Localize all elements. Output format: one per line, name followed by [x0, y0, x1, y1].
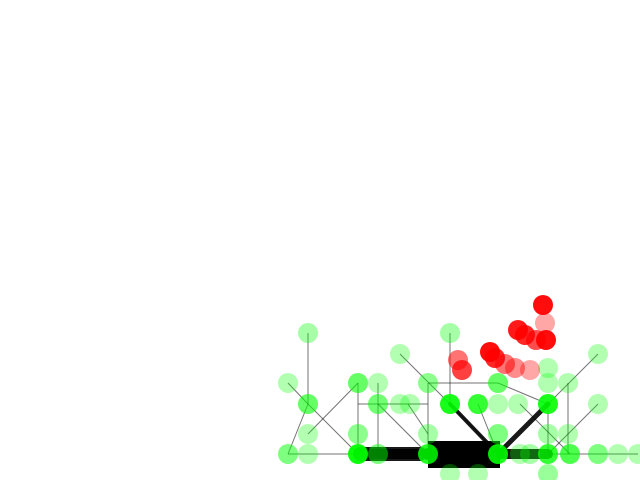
node-circle — [468, 394, 488, 414]
node-circle — [278, 373, 298, 393]
node-circle — [418, 424, 438, 444]
node-circle — [418, 444, 438, 464]
node-circle — [558, 373, 578, 393]
link-segment — [307, 403, 359, 455]
node-circle — [488, 373, 508, 393]
link-segment — [547, 403, 599, 455]
node-circle — [538, 464, 558, 480]
node-circle — [538, 394, 558, 414]
link-segment — [547, 353, 599, 405]
node-circle — [510, 444, 530, 464]
node-circle — [508, 394, 528, 414]
node-layer — [278, 323, 640, 480]
body-block — [428, 441, 500, 468]
node-circle — [440, 464, 460, 480]
node-circle — [298, 323, 318, 343]
particle-circle — [533, 295, 553, 315]
node-circle — [468, 464, 488, 480]
node-circle — [560, 444, 580, 464]
node-circle — [488, 394, 508, 414]
particle-layer — [448, 295, 556, 380]
node-circle — [278, 444, 298, 464]
node-circle — [520, 444, 540, 464]
node-circle — [418, 373, 438, 393]
node-circle — [348, 444, 368, 464]
node-circle — [608, 444, 628, 464]
node-circle — [298, 424, 318, 444]
particle-circle — [520, 360, 540, 380]
node-circle — [348, 424, 368, 444]
node-circle — [488, 444, 508, 464]
node-circle — [538, 424, 558, 444]
node-circle — [390, 394, 410, 414]
node-circle — [538, 358, 558, 378]
node-circle — [538, 444, 558, 464]
structure-link — [495, 401, 551, 457]
link-segment — [307, 382, 359, 435]
node-circle — [368, 373, 388, 393]
node-circle — [588, 394, 608, 414]
node-circle — [368, 394, 388, 414]
link-segment — [407, 403, 429, 435]
node-circle — [298, 394, 318, 414]
link-segment — [377, 403, 429, 455]
link-segment — [519, 403, 571, 455]
link-layer — [287, 333, 638, 455]
node-circle — [348, 373, 368, 393]
particle-circle — [495, 354, 515, 374]
node-circle — [440, 394, 460, 414]
node-circle — [488, 424, 508, 444]
node-circle — [440, 323, 460, 343]
particle-circle — [505, 358, 525, 378]
node-circle — [390, 344, 410, 364]
node-circle — [588, 344, 608, 364]
node-circle — [538, 373, 558, 393]
node-circle — [298, 444, 318, 464]
particle-circle — [526, 330, 546, 350]
particle-circle — [535, 313, 555, 333]
particle-circle — [452, 360, 472, 380]
node-circle — [628, 444, 640, 464]
node-circle — [368, 444, 388, 464]
node-circle — [558, 424, 578, 444]
node-circle — [588, 444, 608, 464]
node-circle — [400, 394, 420, 414]
link-segment — [399, 353, 451, 405]
